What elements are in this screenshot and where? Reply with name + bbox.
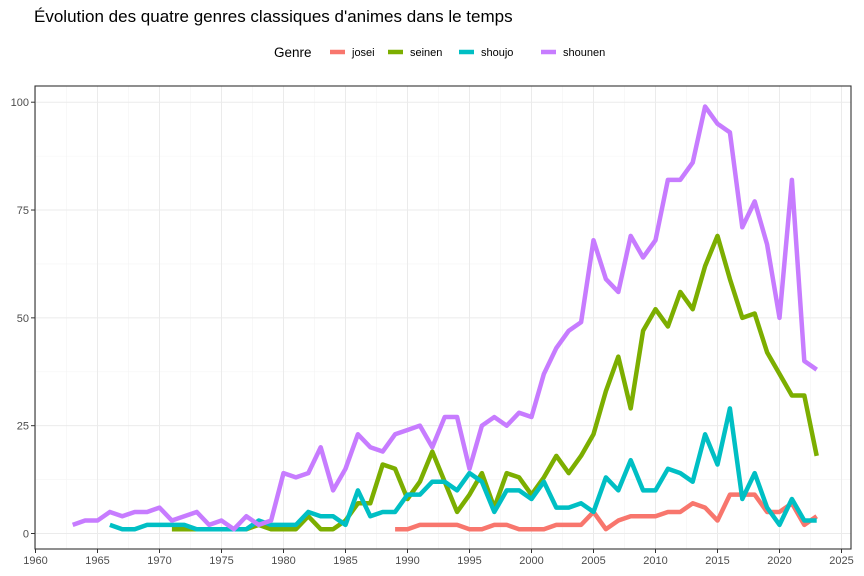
x-tick-label: 2000 (519, 555, 543, 567)
legend-label-josei: josei (351, 47, 375, 59)
x-tick-label: 1985 (333, 555, 357, 567)
series-line-seinen (171, 233, 819, 532)
legend-title: Genre (274, 45, 312, 60)
y-tick-label: 75 (17, 205, 29, 217)
x-tick-label: 2010 (643, 555, 667, 567)
legend: Genre josei seinen shoujo shounen (274, 45, 605, 60)
x-tick-label: 1970 (147, 555, 171, 567)
series-line-shoujo (109, 406, 817, 532)
x-tick-label: 2015 (705, 555, 729, 567)
chart-title: Évolution des quatre genres classiques d… (34, 7, 513, 26)
x-tick-label: 1965 (85, 555, 109, 567)
y-tick-label: 25 (17, 421, 29, 433)
legend-label-shoujo: shoujo (481, 47, 513, 59)
x-tick-label: 1960 (23, 555, 47, 567)
y-tick-label: 100 (11, 97, 29, 109)
x-tick-label: 2005 (581, 555, 605, 567)
y-tick-label: 50 (17, 313, 29, 325)
y-tick-label: 0 (23, 529, 29, 541)
series-line-shounen (71, 104, 818, 532)
x-axis: 1960 1965 1970 1975 1980 1985 1990 1995 2000 2005… (23, 549, 854, 567)
x-tick-label: 1990 (395, 555, 419, 567)
x-tick-label: 1975 (209, 555, 233, 567)
y-axis: 0 25 50 75 100 (11, 97, 35, 541)
plot-panel (34, 85, 852, 550)
legend-label-seinen: seinen (410, 47, 442, 59)
x-tick-label: 1980 (271, 555, 295, 567)
x-tick-label: 2025 (829, 555, 853, 567)
legend-label-shounen: shounen (563, 47, 605, 59)
x-tick-label: 2020 (767, 555, 791, 567)
x-tick-label: 1995 (457, 555, 481, 567)
